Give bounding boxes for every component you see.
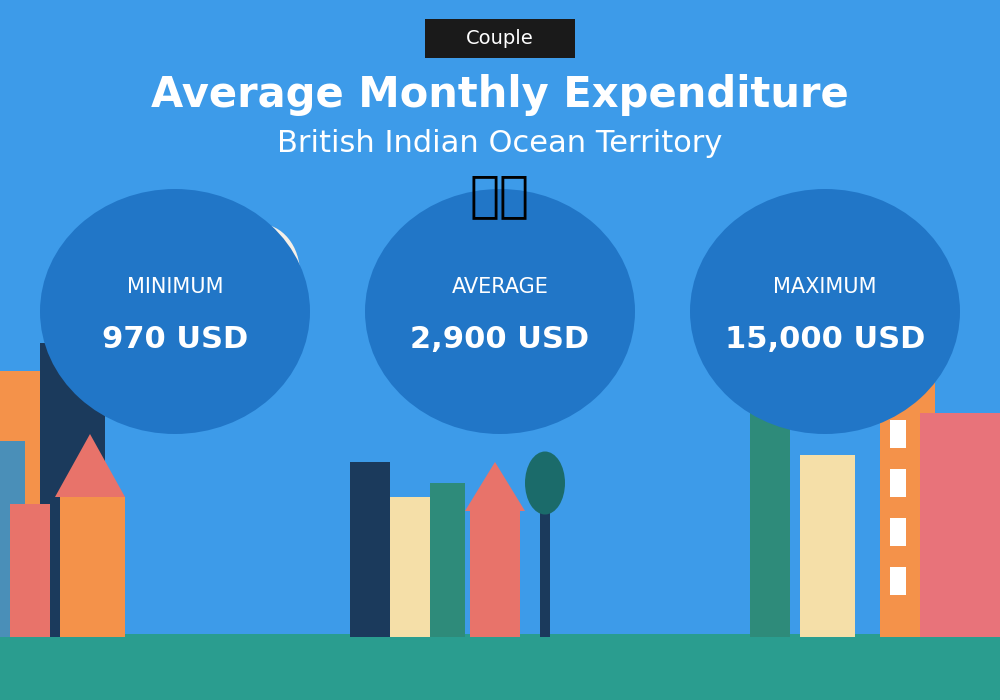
Bar	[920, 413, 1000, 637]
Bar	[0, 441, 25, 637]
Bar	[430, 483, 465, 637]
Bar	[890, 518, 906, 546]
Bar	[40, 343, 105, 637]
Text: AVERAGE: AVERAGE	[452, 277, 548, 297]
Polygon shape	[465, 462, 525, 511]
Bar	[540, 497, 550, 637]
Text: 🌟: 🌟	[90, 361, 110, 395]
Bar	[800, 455, 855, 637]
Bar	[10, 504, 50, 637]
Text: 2,900 USD: 2,900 USD	[410, 325, 590, 354]
Text: 🌿: 🌿	[73, 361, 87, 381]
Ellipse shape	[755, 217, 845, 315]
Text: MAXIMUM: MAXIMUM	[773, 277, 877, 297]
Bar	[890, 469, 906, 497]
FancyBboxPatch shape	[425, 19, 575, 58]
Bar	[890, 567, 906, 595]
Text: 15,000 USD: 15,000 USD	[725, 325, 925, 354]
Bar	[0, 371, 45, 637]
Polygon shape	[55, 434, 125, 497]
Text: Average Monthly Expenditure: Average Monthly Expenditure	[151, 74, 849, 116]
Ellipse shape	[220, 224, 300, 322]
Ellipse shape	[170, 252, 270, 364]
Text: 970 USD: 970 USD	[102, 325, 248, 354]
Text: 🇮🇴: 🇮🇴	[470, 172, 530, 220]
Ellipse shape	[40, 189, 310, 434]
Bar	[750, 371, 790, 637]
Ellipse shape	[525, 452, 565, 514]
Bar	[890, 420, 906, 448]
Text: British Indian Ocean Territory: British Indian Ocean Territory	[277, 129, 723, 158]
Bar	[60, 497, 125, 637]
Bar	[350, 462, 390, 637]
Bar	[0, 634, 1000, 700]
Bar	[880, 343, 935, 637]
Text: Couple: Couple	[466, 29, 534, 48]
Ellipse shape	[365, 189, 635, 434]
Bar	[390, 497, 430, 637]
Text: MINIMUM: MINIMUM	[127, 277, 223, 297]
Ellipse shape	[690, 189, 960, 434]
Ellipse shape	[710, 248, 810, 354]
Bar	[470, 511, 520, 637]
